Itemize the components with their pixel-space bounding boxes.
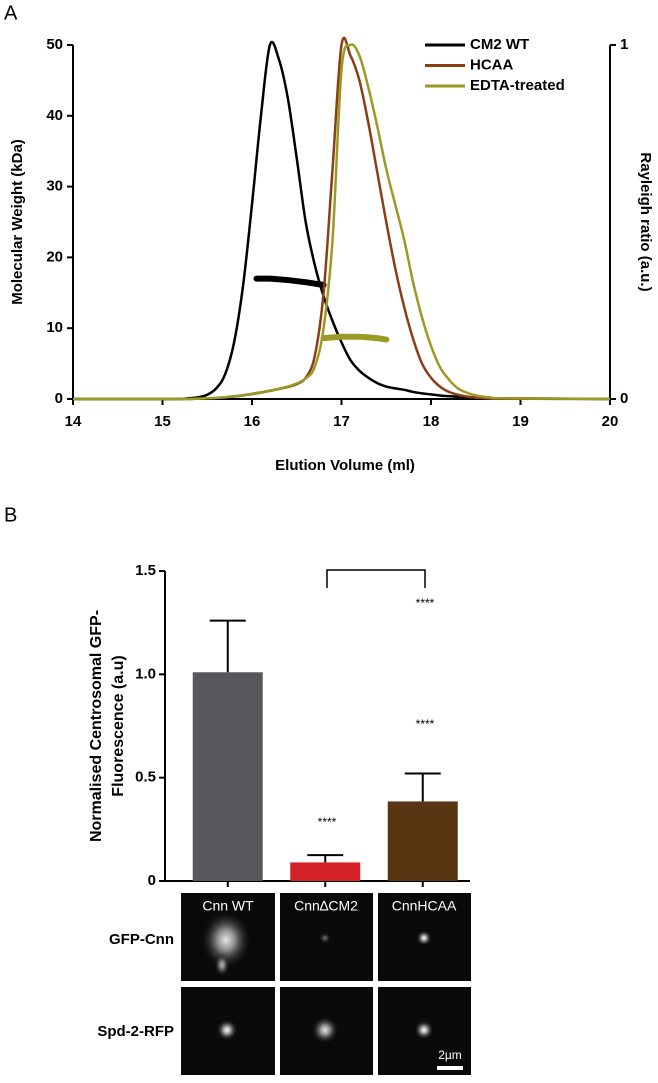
significance-label: **** <box>416 717 435 731</box>
x-tick-label: 17 <box>333 413 350 430</box>
scale-bar-label: 2µm <box>438 1048 462 1062</box>
y-tick-label: 50 <box>46 36 63 53</box>
spot <box>319 932 331 944</box>
y-tick-label: 0 <box>148 872 156 889</box>
category-label: Cnn WT <box>202 898 254 914</box>
y-tick-label: 30 <box>46 178 63 195</box>
microscopy-images: 2µm <box>181 893 471 1075</box>
y-axis-title: Molecular Weight (kDa) <box>9 139 26 305</box>
significance-label: **** <box>318 815 337 829</box>
x-tick-label: 18 <box>423 413 440 430</box>
spot <box>414 1020 434 1040</box>
significance-bracket <box>326 569 426 588</box>
y-tick-label: 10 <box>46 319 63 336</box>
rayleigh-line <box>72 40 611 401</box>
category-label: Cnn∆CM2 <box>294 898 358 914</box>
mass-line <box>320 333 390 343</box>
significance-label: **** <box>416 596 435 610</box>
y2-tick-label: 0 <box>620 390 628 407</box>
x-tick-label: 19 <box>512 413 529 430</box>
spot <box>200 910 252 970</box>
y2-axis-title: Rayleigh ratio (a.u.) <box>637 152 654 291</box>
x-tick-label: 20 <box>602 413 619 430</box>
x-tick-label: 16 <box>244 413 261 430</box>
y-axis-title: Normalised Centrosomal GFP- <box>88 610 105 842</box>
legend-label: HCAA <box>470 56 513 73</box>
y-tick-label: 1.5 <box>135 562 156 579</box>
x-axis-title: Elution Volume (ml) <box>275 457 415 474</box>
rayleigh-line <box>72 43 611 401</box>
y-tick-label: 40 <box>46 107 63 124</box>
legend-label: EDTA-treated <box>470 77 565 94</box>
y-tick-label: 1.0 <box>135 665 156 682</box>
bar <box>192 672 263 881</box>
legend-label: CM2 WT <box>470 36 529 53</box>
bar <box>387 801 458 881</box>
y-tick-label: 0 <box>55 390 63 407</box>
y-tick-label: 0.5 <box>135 769 156 786</box>
panel-label: A <box>4 2 18 24</box>
bar <box>290 862 361 881</box>
panel-label: B <box>4 504 17 526</box>
mass-line <box>253 275 327 289</box>
category-label: CnnHCAA <box>392 898 457 914</box>
x-tick-label: 15 <box>154 413 171 430</box>
spot <box>214 953 230 977</box>
spot <box>416 930 432 946</box>
x-tick-label: 14 <box>65 413 82 430</box>
y2-tick-label: 1 <box>620 36 628 53</box>
y-tick-label: 20 <box>46 248 63 265</box>
spot <box>216 1019 238 1041</box>
row-label: GFP-Cnn <box>109 931 174 948</box>
row-label: Spd-2-RFP <box>97 1023 174 1040</box>
y-axis-title: Fluorescence (a.u) <box>110 655 127 796</box>
spot <box>311 1016 339 1044</box>
